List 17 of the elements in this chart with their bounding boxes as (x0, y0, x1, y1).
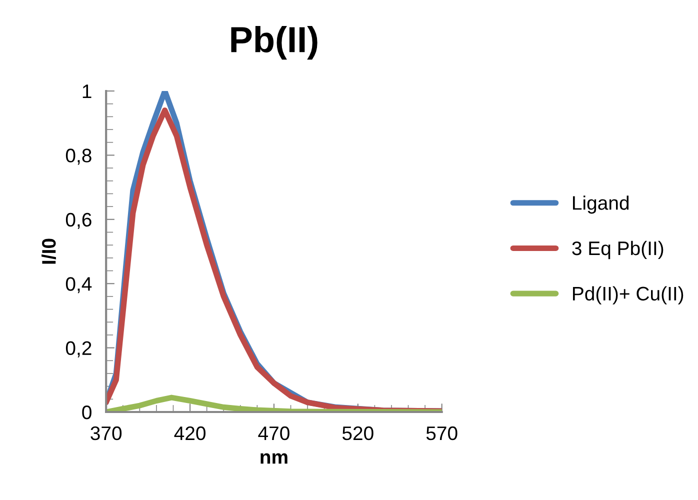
y-tick-label: 0,4 (66, 277, 92, 294)
y-tick-label: 1 (82, 84, 92, 98)
legend-label: 3 Eq Pb(II) (572, 240, 664, 260)
legend-label: Pd(II)+ Cu(II) (573, 286, 684, 304)
x-tick-label: 370 (90, 426, 122, 440)
x-tick-label: 520 (342, 426, 374, 440)
y-tick-label: 0,8 (66, 148, 92, 165)
x-tick-label: 570 (426, 426, 458, 440)
x-axis-title: nm (260, 453, 288, 464)
y-tick-label: 0,6 (66, 212, 92, 229)
chart-title: Pb(II) (231, 26, 318, 60)
legend-label: Ligand (573, 196, 629, 214)
y-tick-label: 0,2 (66, 341, 92, 358)
y-tick-label: 0 (82, 405, 92, 420)
y-axis-title: I/I0 (42, 238, 56, 264)
x-tick-label: 470 (258, 426, 290, 440)
x-tick-label: 420 (174, 426, 206, 440)
